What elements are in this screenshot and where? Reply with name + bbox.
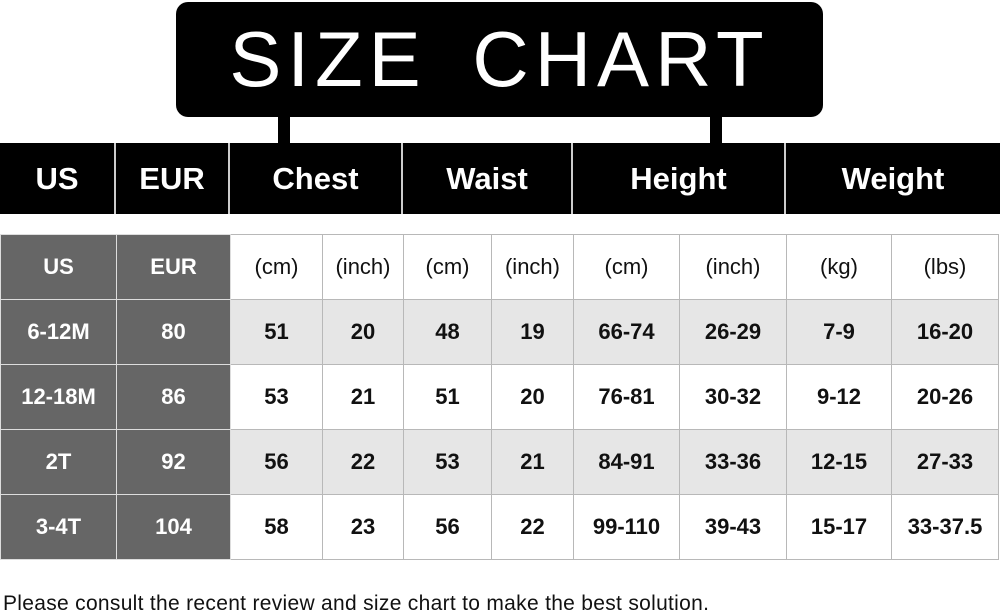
measurement-cell: 9-12: [786, 364, 892, 430]
eur-size-cell: 80: [116, 299, 231, 365]
measurement-cell: 22: [491, 494, 574, 560]
header-waist: Waist: [403, 143, 573, 214]
measurement-cell: 76-81: [573, 364, 680, 430]
eur-size-cell: 86: [116, 364, 231, 430]
title-connector: [278, 115, 290, 145]
header-eur: EUR: [116, 143, 230, 214]
us-size-cell: 3-4T: [0, 494, 117, 560]
table-row: 3-4T 104 58 23 56 22 99-110 39-43 15-17 33-37.5: [0, 494, 999, 560]
footer-note: Please consult the recent review and siz…: [3, 592, 710, 615]
measurement-cell: 56: [403, 494, 492, 560]
measurement-cell: 7-9: [786, 299, 892, 365]
measurement-cell: 84-91: [573, 429, 680, 495]
measurement-cell: 48: [403, 299, 492, 365]
us-size-cell: US: [0, 234, 117, 300]
measurement-cell: (cm): [230, 234, 323, 300]
measurement-cell: 99-110: [573, 494, 680, 560]
measurement-cell: (cm): [573, 234, 680, 300]
header-weight: Weight: [786, 143, 1000, 214]
measurement-cell: 51: [403, 364, 492, 430]
measurement-cell: 16-20: [891, 299, 999, 365]
measurement-cell: 22: [322, 429, 404, 495]
eur-size-cell: EUR: [116, 234, 231, 300]
measurement-cell: 30-32: [679, 364, 787, 430]
measurement-cell: 26-29: [679, 299, 787, 365]
header-chest: Chest: [230, 143, 403, 214]
measurement-cell: 21: [322, 364, 404, 430]
measurement-cell: (inch): [322, 234, 404, 300]
measurement-cell: 19: [491, 299, 574, 365]
eur-size-cell: 92: [116, 429, 231, 495]
measurement-cell: (inch): [679, 234, 787, 300]
measurement-cell: 53: [403, 429, 492, 495]
units-row: US EUR (cm) (inch) (cm) (inch) (cm) (inch) (kg)(…: [0, 234, 999, 300]
measurement-cell: 39-43: [679, 494, 787, 560]
us-size-cell: 2T: [0, 429, 117, 495]
measurement-cell: 23: [322, 494, 404, 560]
measurement-cell: 53: [230, 364, 323, 430]
table-row: 6-12M 80 51 20 48 19 66-74 26-29 7-9 16-20: [0, 299, 999, 365]
size-chart-title: SIZE CHART: [176, 2, 823, 117]
table-row: 12-18M 86 53 21 51 20 76-81 30-32 9-12 20-26: [0, 364, 999, 430]
measurement-cell: 27-33: [891, 429, 999, 495]
header-height: Height: [573, 143, 786, 214]
measurement-cell: (kg): [786, 234, 892, 300]
measurement-cell: 15-17: [786, 494, 892, 560]
us-size-cell: 12-18M: [0, 364, 117, 430]
size-table: US EUR (cm) (inch) (cm) (inch) (cm) (inch) (kg)(…: [0, 234, 999, 560]
measurement-cell: 20-26: [891, 364, 999, 430]
measurement-cell: 33-37.5: [891, 494, 999, 560]
measurement-cell: 51: [230, 299, 323, 365]
measurement-cell: 33-36: [679, 429, 787, 495]
measurement-cell: 20: [322, 299, 404, 365]
measurement-cell: (lbs): [891, 234, 999, 300]
measurement-cell: 20: [491, 364, 574, 430]
header-us: US: [0, 143, 116, 214]
table-row: 2T 92 56 22 53 21 84-91 33-36 12-15 27-33: [0, 429, 999, 495]
measurement-cell: 21: [491, 429, 574, 495]
measurement-cell: (cm): [403, 234, 492, 300]
measurement-cell: 58: [230, 494, 323, 560]
measurement-cell: 56: [230, 429, 323, 495]
measurement-cell: (inch): [491, 234, 574, 300]
measurement-cell: 66-74: [573, 299, 680, 365]
measurement-cell: 12-15: [786, 429, 892, 495]
title-connector: [710, 115, 722, 145]
us-size-cell: 6-12M: [0, 299, 117, 365]
eur-size-cell: 104: [116, 494, 231, 560]
